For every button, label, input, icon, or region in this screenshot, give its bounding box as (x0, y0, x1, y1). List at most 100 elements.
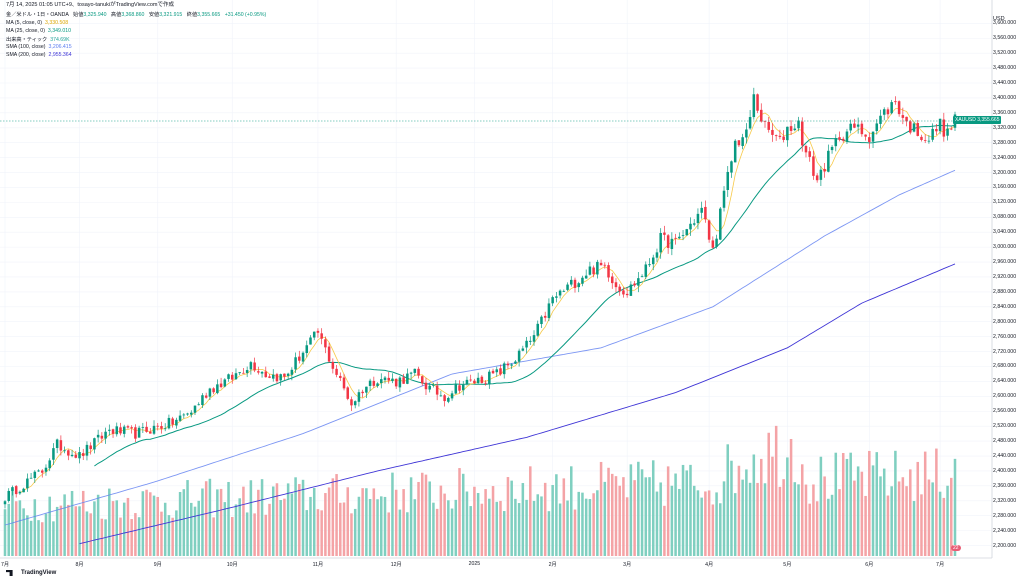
high-value: 3,368.860 (121, 12, 145, 18)
tradingview-logo[interactable]: TradingView (6, 570, 56, 576)
candle-body (339, 375, 342, 378)
indicator-ma5[interactable]: MA (5, close, 0) 3,330.508 (6, 20, 68, 26)
volume-bar (197, 500, 200, 556)
volume-bar (227, 481, 230, 556)
volume-bar (190, 502, 193, 556)
volume-bar (950, 477, 953, 556)
price-tick-label: 2,720.000 (993, 348, 1017, 355)
candle-body (234, 373, 238, 380)
indicator-volume[interactable]: 出来高・ティック 374.69K (6, 36, 70, 43)
volume-bar (473, 486, 476, 556)
volume-bar (458, 468, 461, 556)
volume-bar (365, 488, 368, 556)
candle-body (562, 290, 566, 292)
indicator-sma100[interactable]: SMA (100, close) 3,206.415 (6, 44, 72, 50)
candle-body (760, 109, 763, 122)
volume-bar (29, 520, 33, 556)
volume-bar (786, 457, 789, 556)
volume-bar (171, 517, 174, 556)
candle-body (130, 427, 133, 429)
volume-bar (476, 493, 480, 556)
candle-body (789, 126, 793, 131)
candle-body (122, 426, 126, 434)
volume-bar (890, 486, 893, 556)
candle-body (327, 346, 331, 362)
candle-body (417, 368, 420, 376)
volume-bar (387, 512, 390, 556)
volume-bar (864, 495, 867, 556)
volume-bar (145, 489, 148, 556)
symbol-name: 金／米ドル・1日・OANDA (6, 12, 69, 18)
volume-bar (391, 472, 394, 556)
volume-bar (573, 509, 577, 556)
candle-body (935, 128, 938, 132)
candle-body (115, 426, 119, 435)
candle-body (674, 237, 677, 239)
candle-body (931, 128, 934, 140)
price-tick-label: 3,560.000 (993, 35, 1017, 42)
low-value: 3,321.915 (159, 12, 183, 18)
volume-bar (55, 506, 59, 556)
volume-bar (830, 494, 834, 556)
volume-bar (875, 452, 879, 556)
candle-body (305, 345, 309, 354)
candle-body (797, 120, 800, 129)
time-tick-label: 12月 (390, 562, 402, 568)
volume-bar (525, 499, 528, 556)
candle-body (540, 316, 543, 325)
volume-bar (655, 491, 659, 556)
indicator-ma25[interactable]: MA (25, close, 0) 3,349.010 (6, 28, 71, 34)
volume-bar (495, 501, 499, 556)
volume-bar (178, 492, 182, 556)
candle-body (465, 379, 469, 385)
volume-bar (450, 508, 454, 556)
candle-body (938, 118, 942, 132)
candle-body (733, 140, 737, 163)
volume-bar (342, 502, 346, 556)
volume-bar (797, 484, 800, 556)
candle-body (555, 296, 558, 298)
ma5-line (19, 107, 956, 494)
volume-bar (175, 510, 178, 556)
candle-body (927, 140, 931, 142)
candle-body (700, 207, 703, 213)
volume-bar (856, 466, 860, 556)
volume-bars (3, 425, 957, 556)
volume-badge[interactable]: 22 (951, 545, 961, 551)
volume-bar (268, 503, 271, 556)
candle-body (752, 94, 756, 118)
volume-bar (40, 522, 44, 556)
candle-body (59, 440, 63, 451)
candle-body (227, 374, 230, 379)
volume-bar (685, 470, 689, 556)
open-label: 始値 (73, 12, 84, 18)
symbol-legend[interactable]: 金／米ドル・1日・OANDA 始値3,325.940 高値3,368.860 安… (6, 11, 269, 18)
volume-bar (935, 448, 938, 556)
currency-label[interactable]: USD (993, 16, 1005, 22)
candle-body (193, 405, 197, 413)
tradingview-logo-icon (6, 570, 13, 576)
volume-bar (201, 488, 204, 556)
candle-body (715, 238, 718, 247)
volume-bar (37, 520, 40, 556)
time-tick-label: 9月 (153, 562, 162, 568)
candle-body (33, 471, 37, 478)
volume-bar (815, 501, 819, 556)
price-tick-label: 3,520.000 (993, 50, 1017, 57)
volume-bar (521, 483, 525, 556)
candle-body (55, 439, 59, 449)
candle-body (242, 372, 245, 374)
candles (3, 87, 957, 509)
candle-body (596, 261, 599, 275)
candle-body (257, 371, 260, 373)
volume-bar (640, 469, 644, 556)
candle-body (52, 448, 55, 460)
volume-bar (85, 511, 89, 556)
price-tag-value: 3,355.665 (977, 117, 1000, 123)
candle-body (719, 208, 722, 240)
volume-bar (93, 501, 96, 556)
price-tick-label: 3,080.000 (993, 214, 1017, 221)
indicator-sma200[interactable]: SMA (200, close) 2,955.364 (6, 52, 72, 58)
volume-bar (18, 500, 22, 556)
